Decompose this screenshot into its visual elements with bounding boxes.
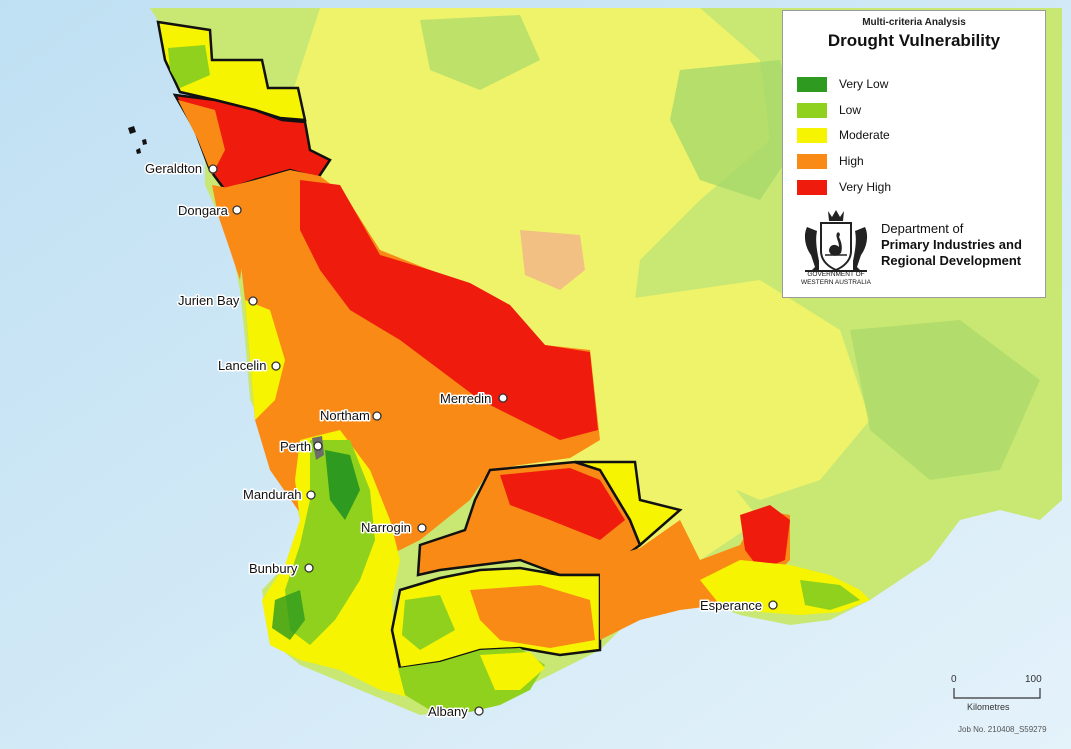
legend-panel: Multi-criteria Analysis Drought Vulnerab… [782, 10, 1046, 298]
svg-text:Narrogin: Narrogin [361, 520, 411, 535]
legend-label-high: High [839, 154, 864, 168]
salt-lake-patch [520, 230, 585, 290]
legend-item-very-high: Very High [797, 178, 891, 196]
svg-text:Albany: Albany [428, 704, 468, 719]
swatch-low [797, 102, 827, 118]
region-central-south-red [500, 468, 625, 540]
inland-green-patch [670, 60, 800, 200]
svg-text:Bunbury: Bunbury [249, 561, 298, 576]
coat-of-arms-icon [804, 210, 868, 272]
svg-text:Esperance: Esperance [700, 598, 762, 613]
legend-item-very-low: Very Low [797, 75, 888, 93]
town-geraldton: Geraldton [144, 160, 218, 178]
gov-text-line1: GOVERNMENT OF [807, 271, 865, 278]
abrolhos-islands [128, 126, 147, 154]
town-mandurah: Mandurah [242, 486, 316, 504]
town-northam: Northam [319, 407, 382, 425]
job-number: Job No. 210408_S59279 [958, 725, 1047, 734]
department-name-line1: Department of [881, 221, 964, 236]
legend-item-moderate: Moderate [797, 126, 890, 144]
legend-label-moderate: Moderate [839, 128, 890, 142]
town-jurien-bay: Jurien Bay [177, 292, 258, 310]
legend-label-very-high: Very High [839, 180, 892, 194]
svg-text:Jurien Bay: Jurien Bay [178, 293, 240, 308]
region-northwest-orange [178, 100, 225, 175]
region-south-east [600, 510, 790, 640]
swatch-very-low [797, 76, 827, 92]
region-north-low [168, 45, 210, 88]
town-narrogin: Narrogin [360, 519, 427, 537]
department-name-line3: Regional Development [881, 253, 1022, 268]
town-lancelin: Lancelin [217, 357, 281, 375]
svg-text:Geraldton: Geraldton [145, 161, 202, 176]
scale-bar: 0 100 Kilometres [945, 674, 1055, 716]
town-esperance: Esperance [699, 597, 778, 615]
region-south-east-red [740, 505, 790, 570]
swatch-very-high [797, 179, 827, 195]
department-logo-block: GOVERNMENT OF WESTERN AUSTRALIA Departme… [795, 207, 1035, 289]
region-esperance-green [800, 580, 860, 610]
scale-bar-line [953, 688, 1041, 699]
legend-label-very-low: Very Low [839, 77, 889, 91]
svg-text:Northam: Northam [320, 408, 370, 423]
scale-start-label: 0 [951, 674, 957, 685]
svg-text:Merredin: Merredin [440, 391, 491, 406]
region-southwest-darkgreen-2 [272, 590, 305, 640]
svg-text:Dongara: Dongara [178, 203, 229, 218]
town-bunbury: Bunbury [248, 560, 314, 578]
region-south-central-orange [470, 585, 595, 648]
swatch-high [797, 153, 827, 169]
scale-end-label: 100 [1025, 674, 1042, 685]
town-albany: Albany [427, 703, 484, 721]
legend-title: Drought Vulnerability [827, 31, 1001, 50]
legend-subtitle: Multi-criteria Analysis [862, 17, 966, 28]
region-wheatbelt-red [300, 180, 598, 440]
region-south-central-green [402, 595, 455, 650]
region-southwest-darkgreen [325, 450, 360, 520]
inland-green-patch-3 [420, 15, 540, 90]
legend-label-low: Low [839, 103, 862, 117]
town-dongara: Dongara [177, 202, 242, 220]
department-name-line2: Primary Industries and [881, 237, 1022, 252]
legend-item-high: High [797, 152, 864, 170]
svg-text:Lancelin: Lancelin [218, 358, 266, 373]
swatch-moderate [797, 127, 827, 143]
town-merredin: Merredin [439, 390, 508, 408]
inland-moderate-zone-2 [620, 280, 870, 500]
scale-unit-label: Kilometres [967, 702, 1010, 712]
gov-text-line2: WESTERN AUSTRALIA [800, 279, 872, 286]
inland-moderate-zone [290, 8, 770, 580]
region-albany-yellow [480, 652, 545, 690]
legend-item-low: Low [797, 101, 861, 119]
inland-green-patch-2 [850, 320, 1040, 480]
region-east-yellow-wedge [574, 460, 683, 548]
region-wheatbelt-yellow-west [245, 300, 285, 420]
svg-text:Mandurah: Mandurah [243, 487, 302, 502]
town-perth: Perth [279, 438, 323, 456]
svg-text:Perth: Perth [280, 439, 311, 454]
